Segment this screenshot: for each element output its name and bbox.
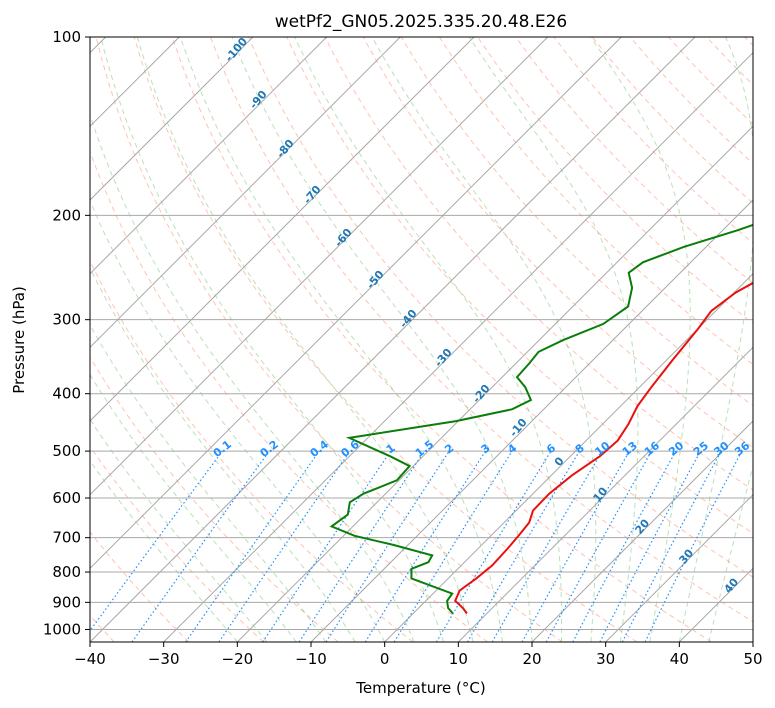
moist-adiabat-line <box>90 267 356 642</box>
moist-adiabat-line <box>90 113 415 642</box>
dry-adiabat-line <box>400 37 753 407</box>
axes: −40 −30 −20 −10 0 10 20 30 40 50 100 200 300 400 500 60… <box>43 28 763 668</box>
dry-adiabat-line <box>515 37 753 284</box>
isotherm-line <box>90 37 622 570</box>
x-tick-label: 40 <box>670 650 689 668</box>
y-tick-label: 700 <box>52 529 81 547</box>
y-tick-label: 100 <box>52 28 81 46</box>
y-tick-label: 800 <box>52 563 81 581</box>
y-tick-label: 900 <box>52 593 81 611</box>
isotherm-line <box>310 199 753 642</box>
dry-adiabat-line <box>438 37 753 366</box>
moist-adiabat-line <box>371 37 597 642</box>
mixing-ratio-line <box>325 450 450 642</box>
x-tick-label: 10 <box>449 650 468 668</box>
isotherm-line <box>90 37 401 349</box>
plot-frame <box>89 36 754 643</box>
y-tick-label: 200 <box>52 206 81 224</box>
moist-adiabat-line <box>90 199 386 642</box>
plot-area <box>90 37 753 642</box>
moist-adiabat-line <box>100 37 445 642</box>
moist-adiabat-line <box>90 323 327 642</box>
moist-adiabat-line <box>90 373 297 642</box>
x-tick-label: −30 <box>148 650 180 668</box>
isotherm-line <box>236 125 753 642</box>
x-tick-label: −10 <box>295 650 327 668</box>
y-tick-label: 400 <box>52 385 81 403</box>
moist-adiabat-line <box>468 37 639 642</box>
x-tick-label: −40 <box>74 650 106 668</box>
dry-adiabat-line <box>171 37 712 642</box>
moist-adiabat-line <box>231 37 533 642</box>
isotherm-line <box>605 493 753 642</box>
isotherm-line <box>90 37 328 275</box>
y-axis-title: Pressure (hPa) <box>10 286 28 394</box>
mixing-ratio-line <box>545 450 653 642</box>
moist-adiabat-line <box>590 37 691 642</box>
dry-adiabat-line <box>95 37 563 642</box>
isotherm-line <box>90 37 549 496</box>
mixing-ratio-line <box>521 450 631 642</box>
dewpoint-profile-line <box>329 223 753 615</box>
x-tick-label: 50 <box>743 650 762 668</box>
moist-adiabat-line <box>136 37 474 642</box>
dry-adiabat-line <box>248 37 753 578</box>
chart-title: wetPf2_GN05.2025.335.20.48.E26 <box>275 12 567 32</box>
x-tick-label: 20 <box>522 650 541 668</box>
y-tick-label: 1000 <box>43 620 81 638</box>
isotherm-line <box>90 37 254 201</box>
mixing-ratio-line <box>298 450 425 642</box>
mixing-ratio-line <box>572 450 677 642</box>
dry-adiabat-line <box>133 37 638 642</box>
moist-adiabat-line <box>90 418 268 642</box>
y-tick-label: 600 <box>52 489 81 507</box>
mixing-ratio-line <box>185 450 320 642</box>
dry-adiabat-line <box>210 37 753 623</box>
x-axis-title: Temperature (°C) <box>355 679 485 697</box>
isotherm-line <box>90 37 696 642</box>
dry-adiabat-line <box>90 445 264 642</box>
dry-adiabat-line <box>90 356 339 642</box>
temperature-profile-line <box>454 281 753 615</box>
mixing-ratio-line <box>393 450 513 642</box>
isotherm-line <box>457 346 753 642</box>
moist-adiabat-line <box>90 460 238 642</box>
moist-adiabat-line <box>179 37 503 642</box>
mixing-ratio-line <box>131 450 270 642</box>
isotherm-line <box>384 272 753 642</box>
x-tick-label: −20 <box>222 650 254 668</box>
y-tick-label: 300 <box>52 311 81 329</box>
isotherm-line <box>531 420 753 642</box>
mixing-ratio-line <box>90 450 223 632</box>
isotherm-line <box>163 51 753 642</box>
isotherm-line <box>90 37 475 422</box>
dry-adiabat-line <box>90 150 488 642</box>
x-tick-label: 0 <box>380 650 390 668</box>
x-tick-label: 30 <box>596 650 615 668</box>
moist-adiabat-line <box>294 37 563 642</box>
mixing-ratio-line <box>644 450 743 642</box>
dry-adiabat-line <box>90 531 190 642</box>
y-tick-label: 500 <box>52 442 81 460</box>
mixing-ratio-line <box>218 450 351 642</box>
